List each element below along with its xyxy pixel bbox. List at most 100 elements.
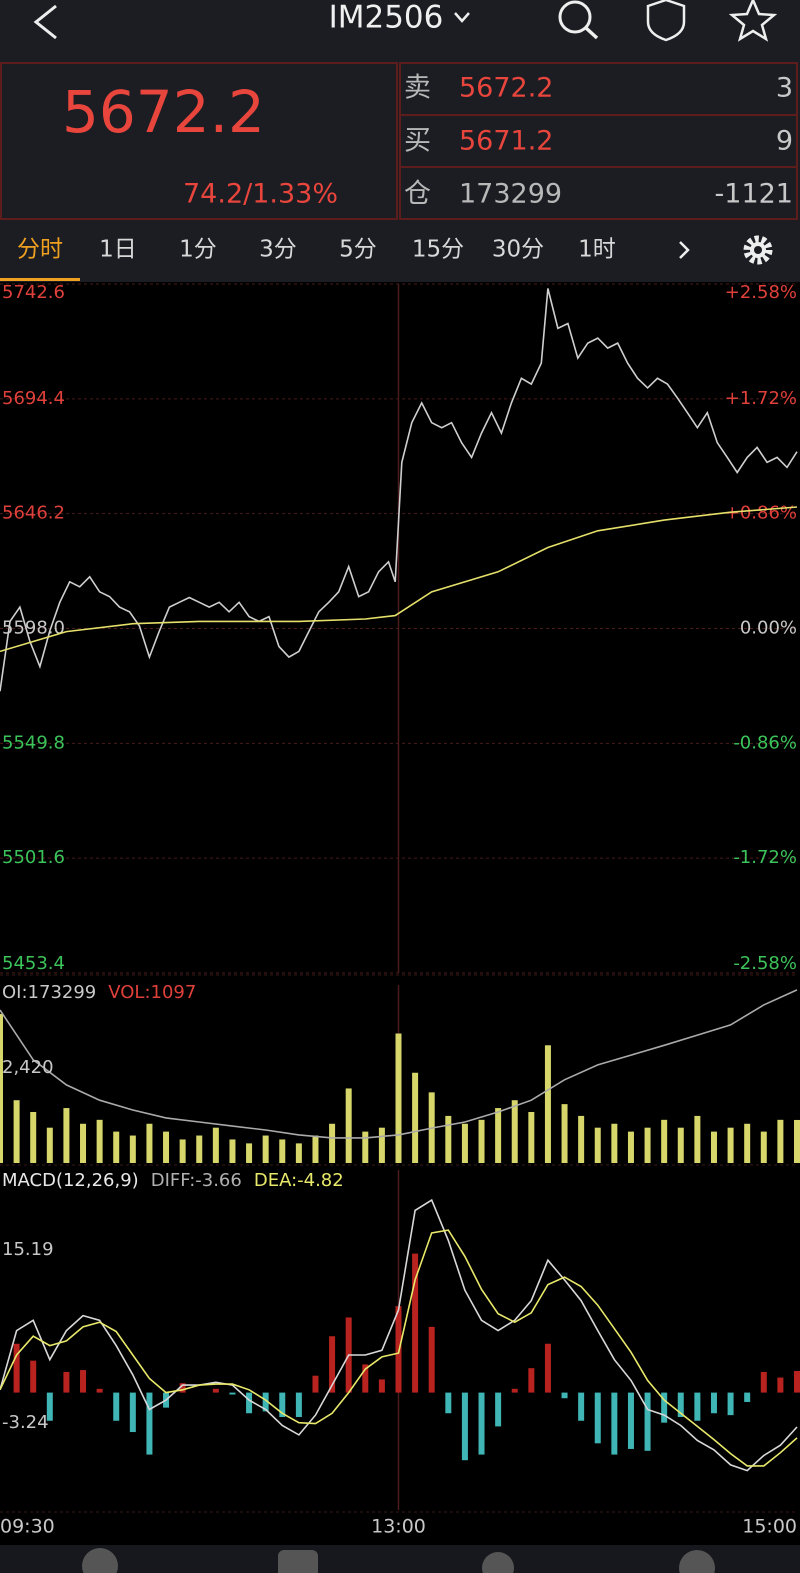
volume-bar <box>13 1100 20 1163</box>
volume-bar <box>279 1139 286 1163</box>
volume-bar <box>412 1072 419 1163</box>
volume-bar <box>478 1119 485 1163</box>
y-tick-label: 5549.8 <box>2 732 65 753</box>
volume-bar <box>777 1119 784 1163</box>
macd-bar <box>412 1253 419 1393</box>
settings-icon[interactable] <box>743 235 773 265</box>
volume-bar <box>627 1131 634 1163</box>
price-line <box>0 506 798 653</box>
volume-bar <box>661 1119 668 1163</box>
macd-bar <box>312 1375 319 1393</box>
volume-bar <box>146 1123 153 1163</box>
tab[interactable]: 1日 <box>99 237 137 263</box>
indicator-label: OI:173299 <box>2 982 96 1003</box>
volume-bar <box>0 1013 3 1163</box>
volume-bar <box>445 1115 452 1163</box>
volume-bar <box>744 1123 751 1163</box>
macd-bar <box>578 1392 585 1421</box>
macd-bar <box>478 1392 485 1455</box>
macd-bar <box>694 1392 701 1421</box>
nav-icon[interactable] <box>82 1548 118 1573</box>
macd-bar <box>362 1364 369 1393</box>
favorite-icon[interactable] <box>728 0 778 42</box>
volume-bar <box>362 1131 369 1163</box>
y2-tick-label: +1.72% <box>725 388 797 409</box>
volume-bar <box>611 1123 618 1163</box>
contract-title[interactable]: IM2506 <box>329 0 444 36</box>
y2-tick-label: +2.58% <box>725 282 797 303</box>
volume-bar <box>312 1135 319 1163</box>
volume-bar <box>63 1108 70 1163</box>
macd-bar <box>13 1343 20 1393</box>
macd-bar <box>262 1392 269 1412</box>
tab[interactable]: 15分 <box>412 237 464 263</box>
dropdown-chevron[interactable] <box>454 12 470 23</box>
tab[interactable]: 1时 <box>578 237 616 263</box>
macd-bar <box>212 1388 219 1393</box>
volume-bar <box>378 1127 385 1163</box>
indicator-label: DIFF:-3.66 <box>151 1170 242 1191</box>
back-button[interactable] <box>33 4 57 40</box>
volume-bar <box>329 1123 336 1163</box>
volume-bar <box>345 1088 352 1163</box>
x-tick-label: 15:00 <box>742 1516 797 1538</box>
macd-bar <box>46 1392 53 1421</box>
oi-line <box>0 989 798 1139</box>
y2-tick-label: +0.86% <box>725 503 797 524</box>
macd-bar <box>727 1392 734 1416</box>
volume-bar <box>461 1123 468 1163</box>
volume-bar <box>129 1135 136 1163</box>
price-change: 74.2/1.33% <box>183 179 338 210</box>
y-tick-label: 5646.2 <box>2 503 65 524</box>
volume-bar <box>246 1143 253 1163</box>
macd-bar <box>594 1392 601 1444</box>
tab[interactable]: 分时 <box>17 237 63 263</box>
volume-bar <box>495 1108 502 1163</box>
more-tabs[interactable] <box>679 241 690 259</box>
macd-line <box>0 1229 798 1467</box>
volume-bar <box>760 1131 767 1163</box>
nav-icon[interactable] <box>679 1550 715 1573</box>
y-tick-label: 5453.4 <box>2 953 65 974</box>
last-price: 5672.2 <box>62 78 265 146</box>
y2-tick-label: -1.72% <box>733 847 797 868</box>
volume-bar <box>578 1115 585 1163</box>
indicator-label: DEA:-4.82 <box>254 1170 344 1191</box>
volume-bar <box>295 1143 302 1163</box>
price-box <box>0 62 398 220</box>
shield-icon[interactable] <box>646 0 686 42</box>
y-tick-label: -3.24 <box>2 1412 49 1433</box>
volume-bar <box>677 1127 684 1163</box>
nav-icon[interactable] <box>482 1552 514 1573</box>
volume-bar <box>644 1127 651 1163</box>
macd-bar <box>528 1368 535 1393</box>
row-label: 买 <box>404 126 431 157</box>
macd-bar <box>710 1392 717 1414</box>
tab[interactable]: 30分 <box>492 237 544 263</box>
y2-tick-label: 0.00% <box>740 618 797 639</box>
volume-bar <box>694 1115 701 1163</box>
volume-bar <box>229 1139 236 1163</box>
macd-bar <box>760 1371 767 1393</box>
row-label: 仓 <box>404 179 431 210</box>
volume-bar <box>179 1139 186 1163</box>
macd-bar <box>661 1392 668 1423</box>
tab[interactable]: 1分 <box>179 237 217 263</box>
volume-bar <box>544 1045 551 1163</box>
macd-bar <box>96 1388 103 1393</box>
y-tick-label: 5742.6 <box>2 282 65 303</box>
macd-bar <box>611 1392 618 1455</box>
row-value: 5672.2 <box>459 73 553 104</box>
search-icon[interactable] <box>558 0 599 40</box>
macd-bar <box>428 1326 435 1393</box>
tab[interactable]: 5分 <box>339 237 377 263</box>
macd-bar <box>511 1388 518 1393</box>
price-line <box>0 288 798 692</box>
macd-bar <box>445 1392 452 1414</box>
volume-bar <box>163 1131 170 1163</box>
active-tab-underline <box>0 278 80 281</box>
nav-icon[interactable] <box>278 1550 318 1573</box>
row-qty: 3 <box>776 73 793 104</box>
tab[interactable]: 3分 <box>259 237 297 263</box>
